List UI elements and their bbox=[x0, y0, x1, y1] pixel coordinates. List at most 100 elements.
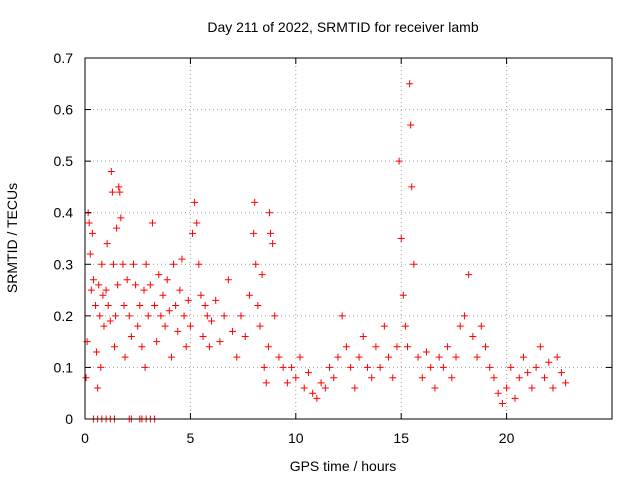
data-point bbox=[545, 358, 553, 366]
data-point bbox=[515, 374, 523, 382]
data-point bbox=[212, 296, 220, 304]
data-point bbox=[262, 379, 270, 387]
data-point bbox=[519, 353, 527, 361]
data-point bbox=[205, 343, 213, 351]
data-point bbox=[330, 374, 338, 382]
data-point bbox=[557, 369, 565, 377]
plot-frame bbox=[84, 57, 613, 420]
data-point bbox=[541, 374, 549, 382]
data-point bbox=[178, 255, 186, 263]
data-point bbox=[524, 369, 532, 377]
data-point bbox=[549, 384, 557, 392]
data-point bbox=[258, 271, 266, 279]
data-point bbox=[241, 332, 249, 340]
data-point bbox=[182, 343, 190, 351]
data-point bbox=[254, 302, 262, 310]
x-axis-label: GPS time / hours bbox=[290, 458, 397, 474]
data-point bbox=[95, 281, 103, 289]
data-point bbox=[528, 384, 536, 392]
data-point bbox=[393, 343, 401, 351]
data-point bbox=[408, 183, 416, 191]
data-point bbox=[132, 281, 140, 289]
data-point bbox=[407, 121, 415, 129]
data-point bbox=[167, 353, 175, 361]
data-point bbox=[88, 229, 96, 237]
data-point bbox=[120, 302, 128, 310]
data-point bbox=[399, 291, 407, 299]
data-point bbox=[117, 214, 125, 222]
data-point bbox=[94, 384, 102, 392]
data-point bbox=[397, 235, 405, 242]
data-point bbox=[161, 322, 169, 330]
data-point bbox=[460, 312, 468, 320]
data-point bbox=[532, 363, 540, 371]
data-point bbox=[87, 286, 95, 294]
data-point bbox=[115, 183, 123, 191]
data-point bbox=[264, 343, 272, 351]
data-point bbox=[431, 384, 439, 392]
data-point bbox=[107, 167, 115, 175]
data-point bbox=[414, 353, 422, 361]
axis-ticks bbox=[84, 57, 612, 420]
data-point bbox=[103, 240, 111, 248]
x-tick-label: 5 bbox=[187, 430, 195, 446]
data-point bbox=[184, 296, 192, 304]
data-point bbox=[134, 322, 142, 330]
data-point bbox=[498, 400, 506, 408]
data-point bbox=[245, 291, 253, 299]
data-point bbox=[368, 374, 376, 382]
x-tick-label: 10 bbox=[288, 430, 304, 446]
data-point bbox=[482, 343, 490, 351]
data-point bbox=[486, 363, 494, 371]
data-point bbox=[252, 260, 260, 268]
data-point bbox=[283, 379, 291, 387]
data-point bbox=[288, 363, 296, 371]
data-point bbox=[220, 312, 228, 320]
data-point bbox=[141, 363, 149, 371]
data-point bbox=[342, 343, 350, 351]
data-point bbox=[180, 312, 188, 320]
data-point bbox=[418, 374, 426, 382]
y-axis-label: SRMTID / TECUs bbox=[4, 183, 20, 293]
data-point bbox=[108, 188, 116, 196]
data-point bbox=[351, 384, 359, 392]
data-point bbox=[100, 322, 108, 330]
data-point bbox=[102, 286, 110, 294]
y-tick-label: 0.4 bbox=[54, 205, 74, 221]
data-point bbox=[172, 302, 180, 310]
data-point bbox=[511, 394, 519, 402]
data-point bbox=[359, 332, 367, 340]
data-point bbox=[435, 353, 443, 361]
y-tick-label: 0.6 bbox=[54, 102, 74, 118]
data-point bbox=[395, 157, 403, 165]
x-tick-label: 20 bbox=[499, 430, 515, 446]
data-point bbox=[250, 229, 258, 237]
data-point bbox=[385, 353, 393, 361]
data-point bbox=[85, 219, 93, 227]
data-point bbox=[163, 276, 171, 284]
data-point bbox=[96, 312, 104, 320]
data-point bbox=[109, 260, 117, 268]
data-point bbox=[490, 374, 498, 382]
data-point bbox=[265, 209, 273, 217]
data-point bbox=[199, 332, 207, 340]
data-point bbox=[193, 219, 201, 227]
data-point bbox=[119, 260, 127, 268]
data-point bbox=[376, 363, 384, 371]
data-point bbox=[146, 281, 154, 289]
data-point bbox=[296, 353, 304, 361]
data-point bbox=[448, 374, 456, 382]
data-point bbox=[275, 353, 283, 361]
data-point bbox=[380, 322, 388, 330]
data-point bbox=[127, 332, 135, 340]
data-point bbox=[267, 229, 275, 237]
data-point bbox=[82, 374, 90, 382]
data-point bbox=[144, 312, 152, 320]
data-point bbox=[148, 219, 156, 227]
data-point bbox=[269, 240, 277, 248]
data-point bbox=[251, 198, 259, 206]
data-point bbox=[176, 286, 184, 294]
data-point bbox=[444, 343, 452, 351]
data-point bbox=[99, 291, 107, 299]
data-point bbox=[237, 312, 245, 320]
